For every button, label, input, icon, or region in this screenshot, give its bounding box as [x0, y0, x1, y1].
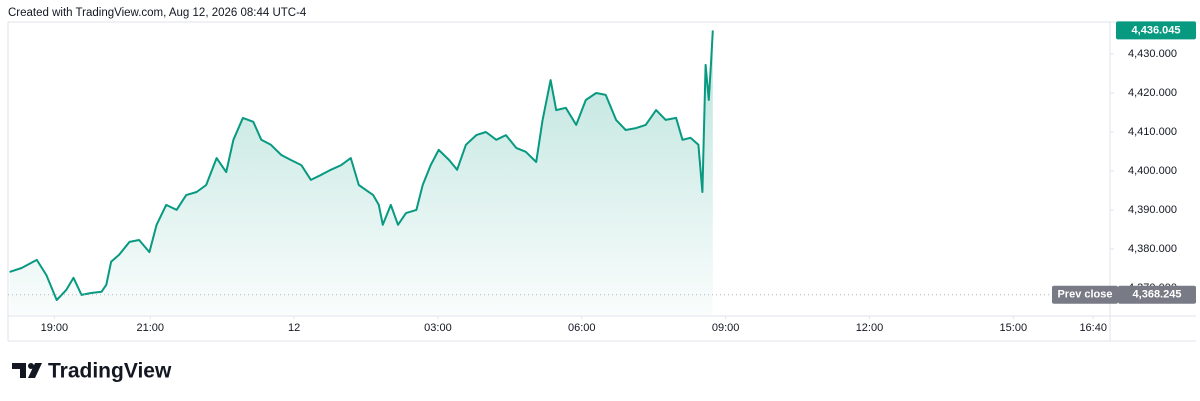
header: Created with TradingView.com, Aug 12, 20…	[8, 7, 307, 19]
x-tick-label: 03:00	[424, 322, 452, 334]
prev-close-tag	[1052, 285, 1118, 304]
y-tick-label: 4,400.000	[1128, 165, 1177, 177]
prev-close-box	[1118, 285, 1196, 304]
x-tick-label: 12	[288, 322, 300, 334]
x-tick-label: 09:00	[712, 322, 740, 334]
prev-close-title: Prev close	[1057, 289, 1112, 301]
y-tick-label: 4,390.000	[1128, 204, 1177, 216]
x-tick-label: 15:00	[1000, 322, 1028, 334]
area-fill	[9, 30, 713, 317]
y-tick-label: 4,410.000	[1128, 126, 1177, 138]
y-tick-label: 4,420.000	[1128, 87, 1177, 99]
plot-area	[9, 30, 714, 317]
prev-close-value: 4,368.245	[1133, 289, 1182, 301]
x-tick-label: 12:00	[856, 322, 884, 334]
brand: TradingView	[48, 360, 172, 383]
y-tick-label: 4,430.000	[1128, 48, 1177, 60]
y-tick-label: 4,380.000	[1128, 243, 1177, 255]
last-price-box	[1116, 21, 1196, 40]
price-line	[9, 30, 714, 301]
x-tick-label: 19:00	[41, 322, 69, 334]
x-tick-label: 06:00	[568, 322, 596, 334]
x-tick-label: 16:40	[1079, 322, 1107, 334]
last-price-label: 4,436.045	[1132, 24, 1181, 36]
logo-icon	[12, 363, 42, 378]
x-tick-label: 21:00	[136, 322, 164, 334]
